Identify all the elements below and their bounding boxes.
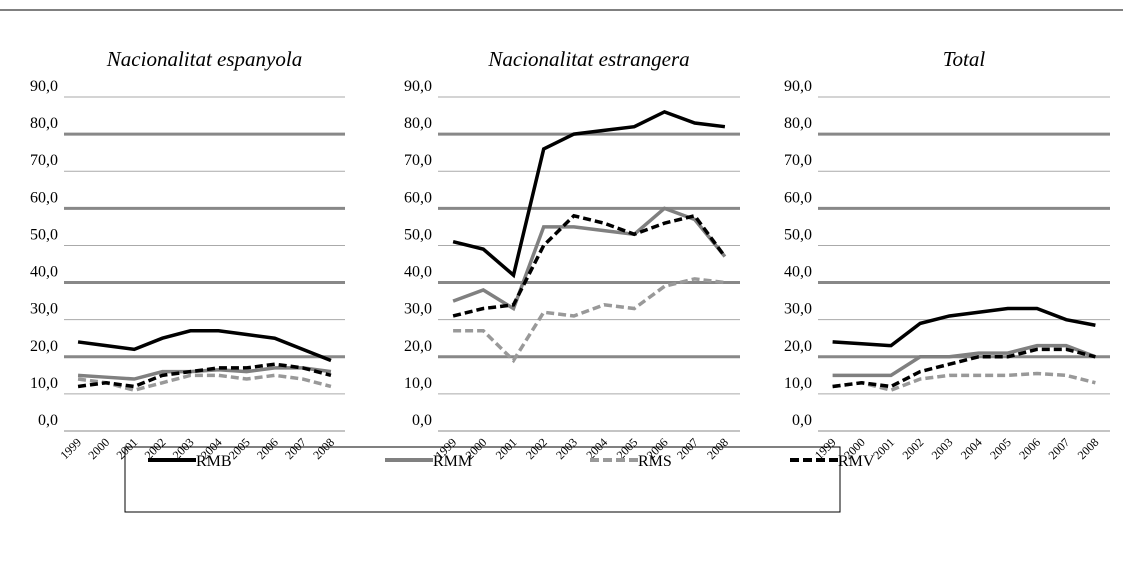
x-tick-label: 2007: [674, 435, 701, 462]
y-tick-label: 0,0: [792, 412, 812, 429]
chart-title: Nacionalitat espanyola: [106, 47, 302, 71]
x-tick-label: 2003: [929, 435, 956, 462]
legend-label: RMV: [838, 453, 875, 470]
x-tick-label: 2008: [1075, 435, 1102, 462]
y-tick-label: 80,0: [784, 115, 812, 132]
y-tick-label: 60,0: [404, 189, 432, 206]
series-line: [832, 306, 1096, 348]
series-line: [452, 206, 727, 312]
x-tick-label: 1999: [57, 435, 84, 462]
x-tick-label: 2004: [958, 435, 985, 462]
y-tick-label: 90,0: [784, 78, 812, 95]
legend-label: RMB: [196, 453, 232, 470]
y-tick-label: 90,0: [30, 78, 58, 95]
x-tick-label: 2001: [114, 435, 141, 462]
x-tick-label: 2002: [523, 435, 550, 462]
y-tick-label: 30,0: [30, 301, 58, 318]
y-tick-label: 20,0: [784, 338, 812, 355]
x-tick-label: 2000: [85, 435, 112, 462]
series-line: [453, 277, 726, 364]
y-tick-label: 30,0: [784, 301, 812, 318]
series-line: [77, 329, 332, 363]
legend-label: RMS: [638, 453, 672, 470]
y-tick-label: 60,0: [784, 189, 812, 206]
y-tick-label: 50,0: [784, 226, 812, 243]
y-tick-label: 70,0: [30, 152, 58, 169]
series-line: [832, 347, 1096, 389]
series-line: [77, 366, 332, 381]
x-tick-label: 2007: [1045, 435, 1072, 462]
y-tick-label: 10,0: [784, 375, 812, 392]
legend-label: RMM: [433, 453, 472, 470]
y-tick-label: 40,0: [784, 264, 812, 281]
y-tick-label: 30,0: [404, 301, 432, 318]
series-line: [832, 343, 1097, 378]
series-line: [832, 371, 1096, 393]
y-tick-label: 80,0: [404, 115, 432, 132]
y-tick-label: 90,0: [404, 78, 432, 95]
chart-title: Nacionalitat estrangera: [487, 47, 689, 71]
series-line: [77, 362, 332, 389]
x-tick-label: 2008: [704, 435, 731, 462]
x-tick-label: 2006: [254, 435, 281, 462]
x-tick-label: 2006: [1016, 435, 1043, 462]
x-tick-label: 2002: [899, 435, 926, 462]
x-tick-label: 2001: [493, 435, 520, 462]
y-tick-label: 50,0: [30, 226, 58, 243]
y-tick-label: 80,0: [30, 115, 58, 132]
y-tick-label: 20,0: [30, 338, 58, 355]
x-tick-label: 2007: [282, 435, 309, 462]
y-tick-label: 70,0: [784, 152, 812, 169]
legend-box: [124, 446, 841, 513]
series-line: [77, 373, 332, 392]
chart-title: Total: [943, 47, 986, 71]
y-tick-label: 50,0: [404, 226, 432, 243]
x-tick-label: 2003: [553, 435, 580, 462]
y-tick-label: 40,0: [30, 264, 58, 281]
y-tick-label: 20,0: [404, 338, 432, 355]
x-tick-label: 2005: [987, 435, 1014, 462]
x-tick-label: 2008: [310, 435, 337, 462]
y-tick-label: 70,0: [404, 152, 432, 169]
y-tick-label: 10,0: [30, 375, 58, 392]
y-tick-label: 60,0: [30, 189, 58, 206]
series-line: [452, 213, 727, 318]
y-tick-label: 0,0: [38, 412, 58, 429]
y-tick-label: 0,0: [412, 412, 432, 429]
y-tick-label: 40,0: [404, 264, 432, 281]
y-tick-label: 10,0: [404, 375, 432, 392]
series-line: [452, 109, 726, 279]
